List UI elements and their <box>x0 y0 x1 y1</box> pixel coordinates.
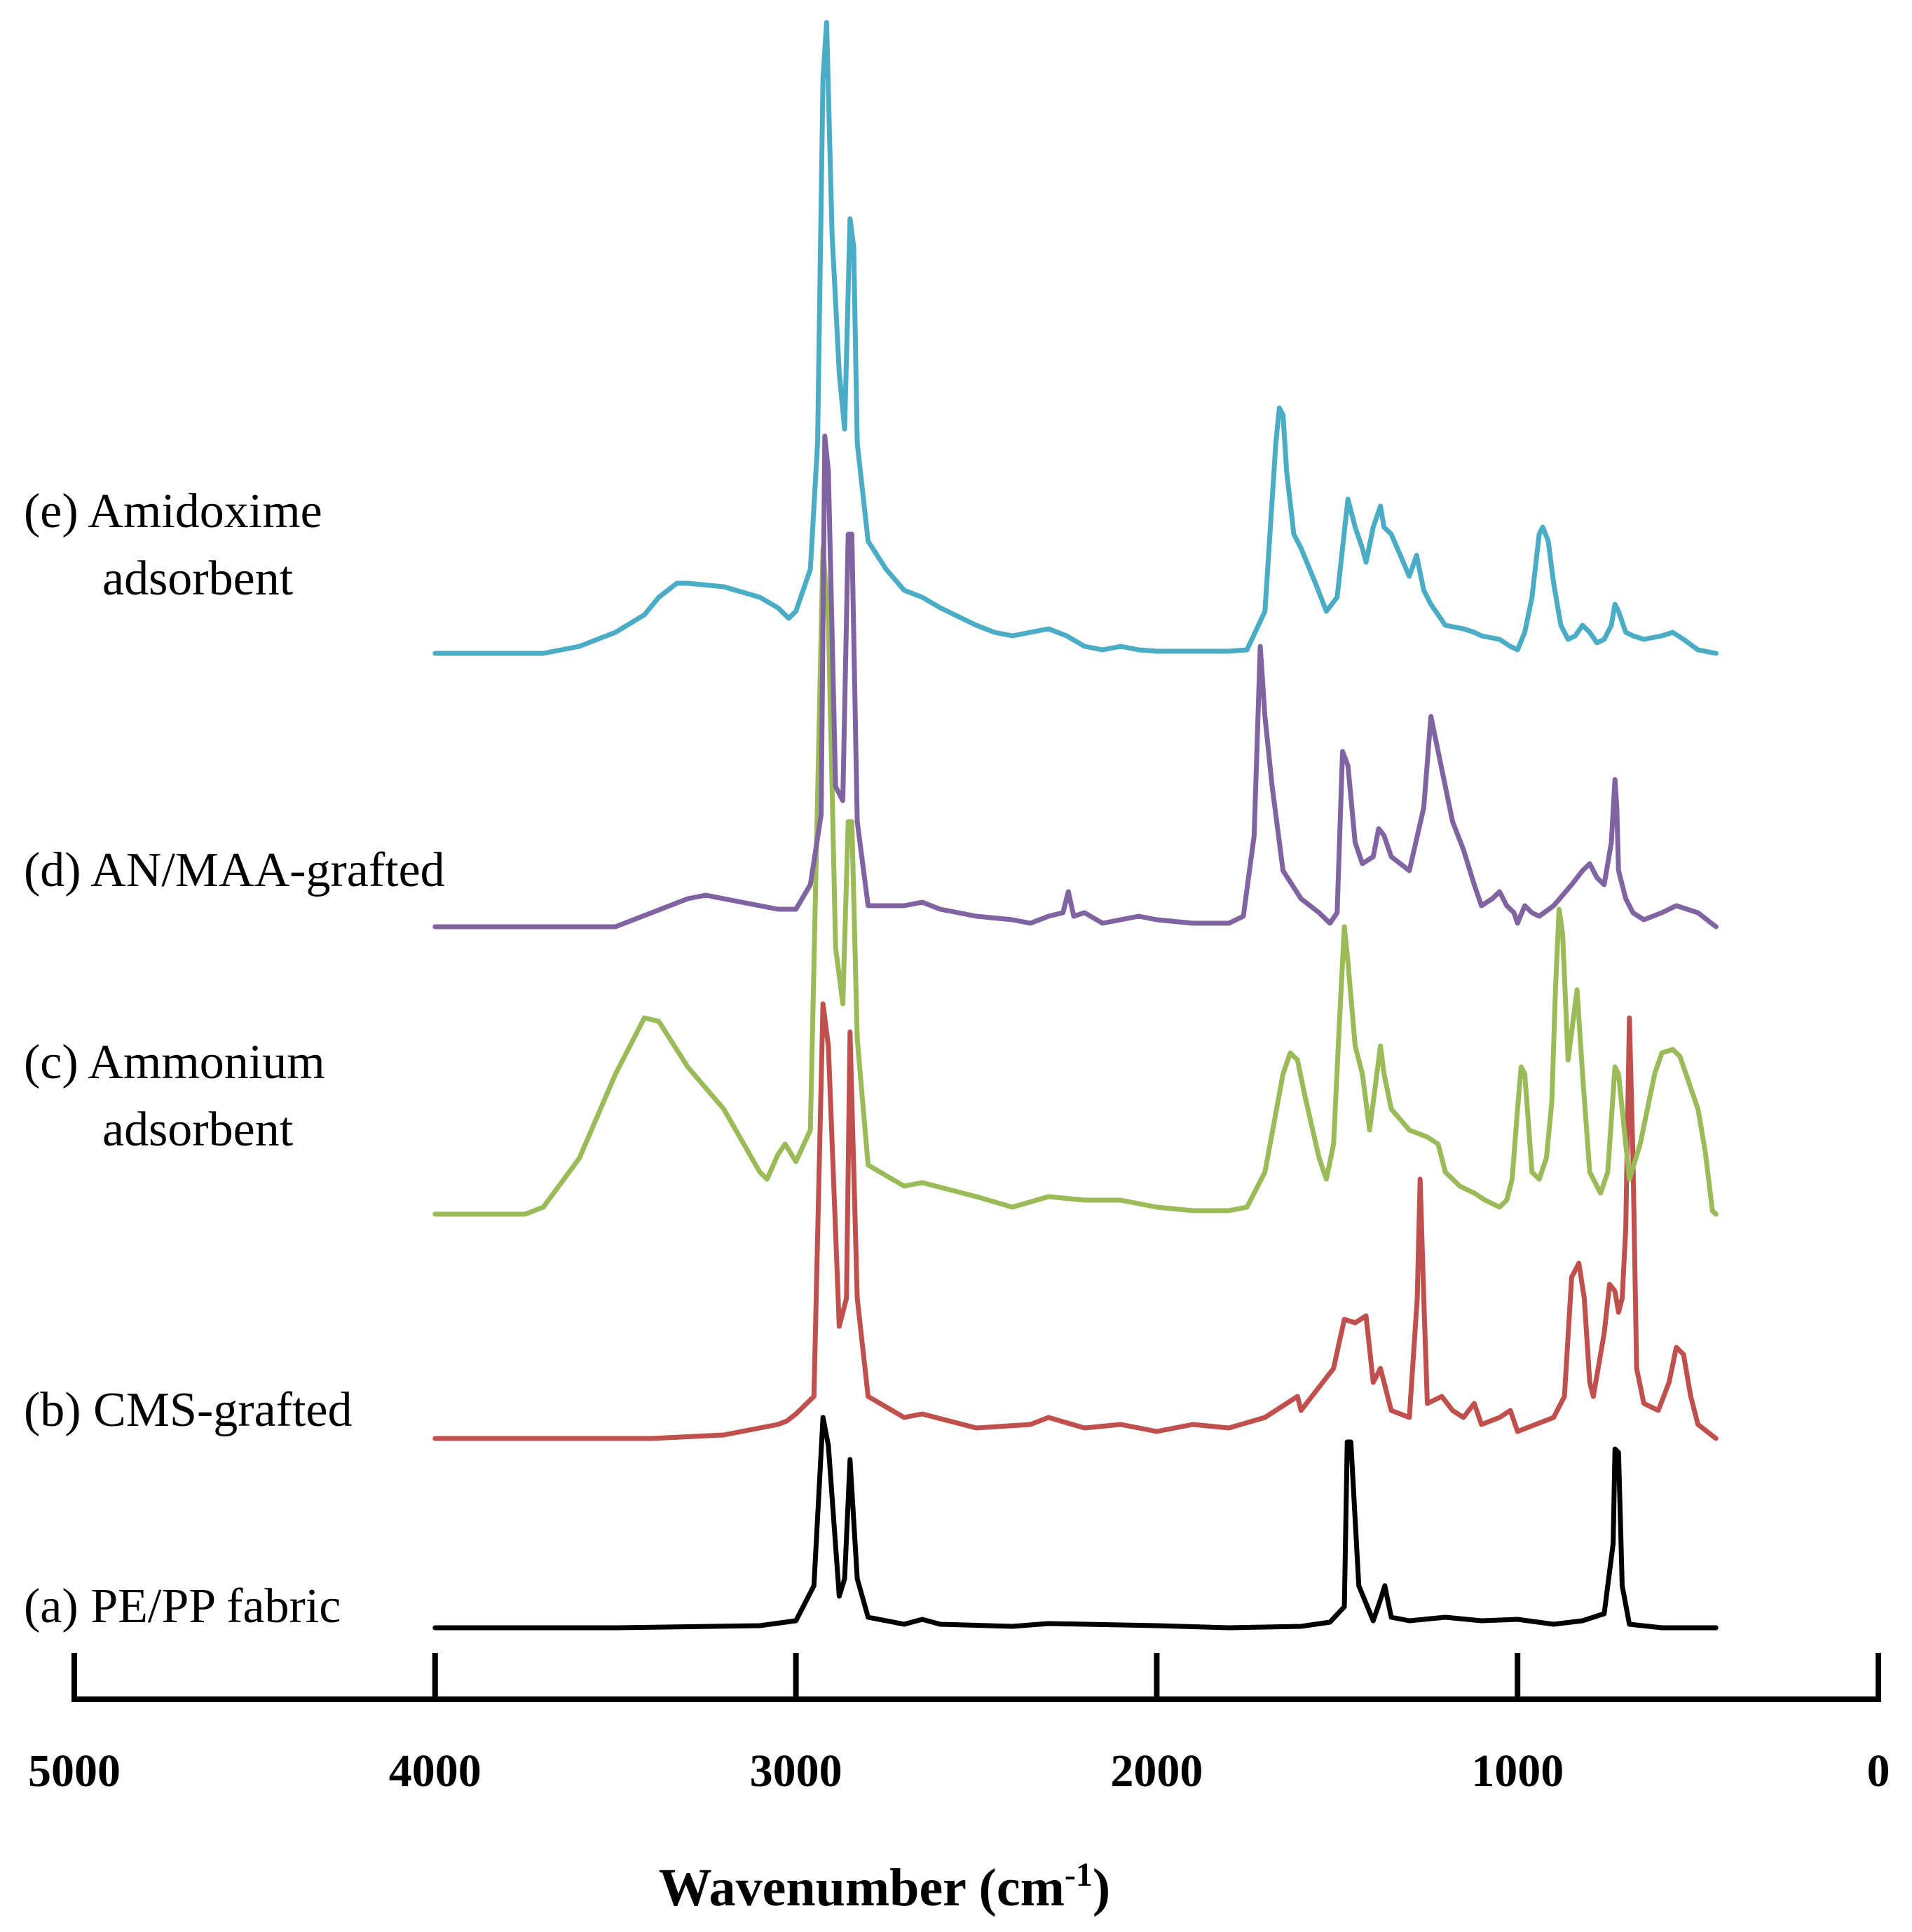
series-label-d: (d) AN/MAA-grafted <box>24 843 445 897</box>
series-line-c <box>432 545 1719 1217</box>
x-tick-label-5000: 5000 <box>28 1746 121 1797</box>
series-label-a: (a) PE/PP fabric <box>24 1579 341 1633</box>
x-tick-label-1000: 1000 <box>1471 1746 1564 1797</box>
x-tick-label-2000: 2000 <box>1110 1746 1203 1797</box>
series-line-e <box>432 20 1719 656</box>
series-label-c: (c) Ammonium <box>24 1035 325 1089</box>
series-label-b: (b) CMS-grafted <box>24 1383 353 1437</box>
series-line-b <box>432 1001 1719 1441</box>
x-tick-label-3000: 3000 <box>750 1746 842 1797</box>
series-group <box>432 20 1719 1631</box>
x-axis-title-superscript: -1 <box>1065 1856 1093 1893</box>
series-label-e-line2: adsorbent <box>102 552 294 606</box>
x-axis-title: Wavenumber (cm-1) <box>659 1856 1110 1917</box>
series-labels-group: (a) PE/PP fabric (b) CMS-grafted (c) Ammon… <box>24 484 445 1633</box>
x-axis-ticks: 5000 4000 3000 2000 1000 0 <box>28 1653 1890 1797</box>
series-line-a <box>432 1415 1719 1631</box>
x-tick-label-0: 0 <box>1867 1746 1890 1797</box>
series-line-d <box>432 433 1719 930</box>
series-label-e: (e) Amidoxime <box>24 484 322 538</box>
x-tick-label-4000: 4000 <box>389 1746 482 1797</box>
series-label-c-line2: adsorbent <box>102 1103 294 1157</box>
x-axis-title-main: Wavenumber (cm <box>659 1858 1065 1917</box>
x-axis-title-end: ) <box>1093 1858 1110 1917</box>
